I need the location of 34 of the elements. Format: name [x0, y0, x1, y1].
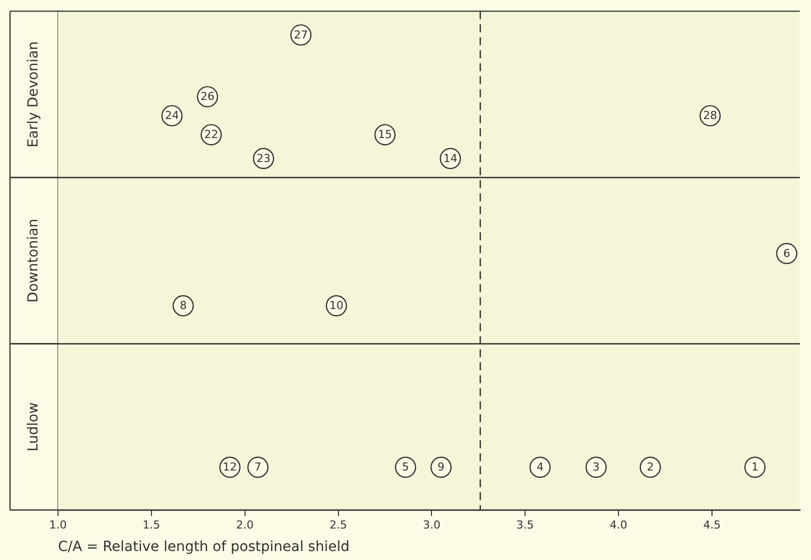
x-tick-label: 3.5 [516, 518, 534, 532]
x-tick-label: 1.5 [142, 518, 160, 532]
annotation: 8 [180, 299, 187, 312]
annotation: 26 [200, 90, 214, 104]
annotation: 28 [703, 109, 718, 122]
annotation: 7 [254, 460, 262, 474]
x-tick-label: 3.0 [422, 518, 440, 532]
x-tick-label: 2.5 [330, 518, 348, 532]
annotation: 1 [751, 460, 758, 474]
annotation: 22 [204, 128, 218, 142]
band-label: Downtonian [26, 218, 42, 303]
annotation: 24 [164, 109, 179, 122]
annotation: 6 [783, 246, 790, 260]
x-tick-label: 1.0 [49, 518, 67, 532]
annotation: 3 [592, 460, 600, 474]
point [394, 456, 416, 478]
annotation: 23 [256, 152, 271, 165]
x-axis-title: C/A = Relative length of postpineal shield [58, 539, 350, 556]
point [247, 456, 269, 478]
annotation: 15 [378, 128, 392, 142]
annotation: 12 [222, 460, 237, 474]
annotation: 9 [438, 460, 445, 474]
x-tick-label: 4.0 [610, 518, 628, 532]
annotation: 27 [294, 28, 308, 42]
point [744, 456, 766, 478]
annotation: 10 [329, 299, 344, 312]
x-tick-label: 4.5 [703, 518, 721, 532]
band-label: Ludlow [26, 402, 42, 452]
annotation: 2 [646, 460, 654, 474]
annotation: 14 [443, 152, 458, 165]
band-label: Early Devonian [26, 41, 42, 148]
x-tick-label: 2.0 [236, 518, 254, 532]
annotation: 5 [402, 460, 410, 474]
annotation: 4 [536, 460, 544, 474]
